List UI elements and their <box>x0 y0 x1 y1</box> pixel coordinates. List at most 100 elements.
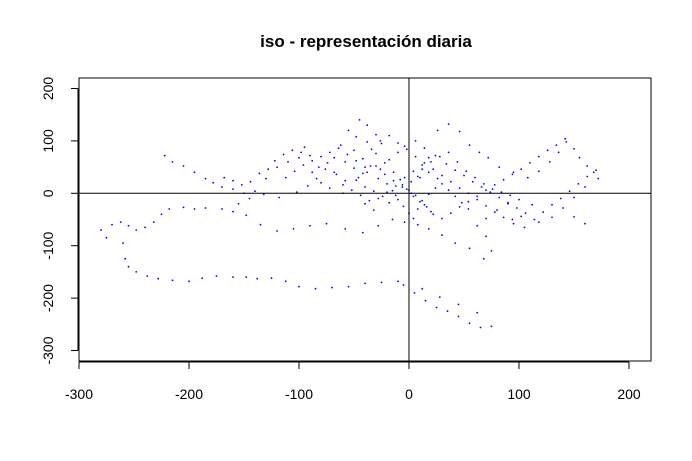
y-tick-label: 0 <box>40 189 56 197</box>
data-point <box>309 154 311 157</box>
data-point <box>245 214 248 217</box>
data-point <box>577 183 580 185</box>
data-point <box>432 213 435 216</box>
data-point <box>578 156 581 159</box>
data-point <box>100 229 102 231</box>
data-point <box>482 257 485 260</box>
data-point <box>119 221 122 224</box>
data-point <box>414 140 417 142</box>
data-point <box>421 164 424 166</box>
data-point <box>391 189 394 192</box>
data-point <box>324 168 327 171</box>
data-point <box>375 152 377 155</box>
data-point <box>325 222 328 225</box>
data-point <box>427 193 430 196</box>
data-point <box>474 176 476 179</box>
points-layer <box>100 119 600 329</box>
data-point <box>315 177 318 180</box>
data-point <box>347 285 350 288</box>
data-point <box>434 154 437 157</box>
data-point <box>353 167 355 170</box>
y-tick-label: 200 <box>40 77 56 101</box>
data-point <box>438 296 441 298</box>
data-point <box>416 223 419 226</box>
data-point <box>328 151 331 154</box>
data-point <box>357 176 360 179</box>
data-point <box>573 147 575 150</box>
data-point <box>375 133 377 136</box>
data-point <box>555 144 558 147</box>
data-point <box>512 222 515 225</box>
data-point <box>293 170 296 173</box>
data-point <box>379 140 382 142</box>
data-point <box>368 199 371 202</box>
data-point <box>273 159 276 162</box>
data-point <box>468 322 471 325</box>
data-point <box>182 206 185 209</box>
data-point <box>344 228 347 230</box>
data-point <box>135 229 138 231</box>
data-point <box>380 142 383 145</box>
data-point <box>413 292 416 294</box>
data-point <box>259 223 262 226</box>
data-point <box>493 184 496 186</box>
data-point <box>467 208 470 210</box>
data-point <box>485 235 487 238</box>
y-tick-label: 100 <box>40 129 56 153</box>
data-point <box>386 191 388 194</box>
data-point <box>364 282 366 285</box>
data-point <box>306 185 309 187</box>
data-point <box>523 226 526 229</box>
data-point <box>412 217 415 220</box>
data-point <box>284 280 287 283</box>
data-point <box>168 208 171 210</box>
data-point <box>412 170 415 173</box>
data-point <box>249 180 252 183</box>
data-point <box>355 135 358 138</box>
data-point <box>276 166 278 169</box>
data-point <box>124 257 127 260</box>
data-point <box>276 230 278 232</box>
data-point <box>291 149 294 152</box>
data-point <box>344 161 347 163</box>
data-point <box>262 193 265 196</box>
data-point <box>520 215 523 218</box>
data-point <box>423 147 426 150</box>
data-point <box>284 176 287 179</box>
data-point <box>278 196 281 199</box>
data-point <box>401 186 404 188</box>
data-point <box>427 156 430 159</box>
data-point <box>498 166 501 169</box>
data-point <box>511 173 514 176</box>
data-point <box>512 171 515 174</box>
data-point <box>419 176 421 179</box>
data-point <box>212 181 215 184</box>
data-point <box>427 171 430 174</box>
data-point <box>529 162 531 164</box>
data-point <box>397 198 399 201</box>
data-point <box>298 285 300 288</box>
data-point <box>537 221 540 224</box>
data-point <box>292 228 295 230</box>
data-point <box>434 187 437 190</box>
data-point <box>423 203 426 206</box>
data-point <box>258 172 261 175</box>
data-point <box>369 165 372 167</box>
x-tick-label: -200 <box>175 386 203 402</box>
data-point <box>424 299 427 302</box>
data-point <box>237 202 240 205</box>
y-axis: -300 -200 -100 0 100 200 <box>40 77 79 365</box>
data-point <box>507 201 509 204</box>
data-point <box>520 168 523 171</box>
data-point <box>311 171 314 174</box>
data-point <box>377 224 380 227</box>
data-point <box>421 199 424 202</box>
data-point <box>399 178 402 181</box>
data-point <box>467 200 470 203</box>
data-point <box>232 210 234 213</box>
data-point <box>215 275 218 277</box>
data-point <box>502 178 505 181</box>
data-point <box>193 208 196 210</box>
data-point <box>314 287 317 290</box>
